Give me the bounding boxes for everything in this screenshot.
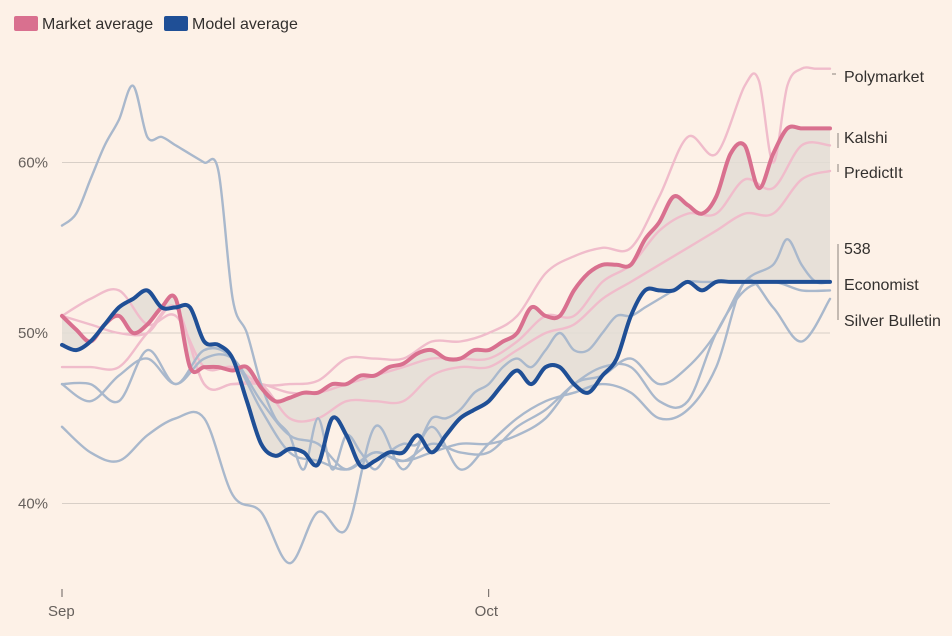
series-line-predictit bbox=[60, 169, 832, 423]
legend-label-model-average: Model average bbox=[192, 16, 298, 33]
end-labels: Polymarket Kalshi PredictIt 538 Economist Sil… bbox=[832, 69, 941, 330]
x-axis: Sep Oct bbox=[48, 589, 499, 620]
y-tick-label-40: 40% bbox=[18, 496, 48, 513]
x-tick-label-sep: Sep bbox=[48, 603, 75, 620]
average-lines bbox=[60, 124, 832, 470]
end-label-predictit: PredictIt bbox=[844, 165, 903, 182]
range-band bbox=[62, 126, 830, 468]
y-tick-label-50: 50% bbox=[18, 325, 48, 342]
end-label-538: 538 bbox=[844, 241, 871, 258]
y-tick-label-60: 60% bbox=[18, 155, 48, 172]
series-line-silver-bulletin bbox=[60, 278, 832, 565]
end-label-polymarket: Polymarket bbox=[844, 69, 925, 86]
x-tick-label-oct: Oct bbox=[475, 603, 499, 620]
legend-swatch-model-average bbox=[164, 16, 188, 31]
end-label-economist: Economist bbox=[844, 277, 919, 294]
source-lines bbox=[60, 66, 832, 565]
legend-label-market-average: Market average bbox=[42, 16, 153, 33]
end-label-silver-bulletin: Silver Bulletin bbox=[844, 313, 941, 330]
series-line-model-source-8 bbox=[60, 84, 832, 471]
legend-swatch-market-average bbox=[14, 16, 38, 31]
market-model-gap-band bbox=[62, 126, 830, 468]
legend: Market average Model average bbox=[14, 16, 298, 33]
end-label-kalshi: Kalshi bbox=[844, 130, 888, 147]
series-line-model-average bbox=[60, 279, 832, 470]
y-axis: 40% 50% 60% bbox=[18, 155, 48, 513]
series-line-market-average bbox=[60, 124, 832, 404]
